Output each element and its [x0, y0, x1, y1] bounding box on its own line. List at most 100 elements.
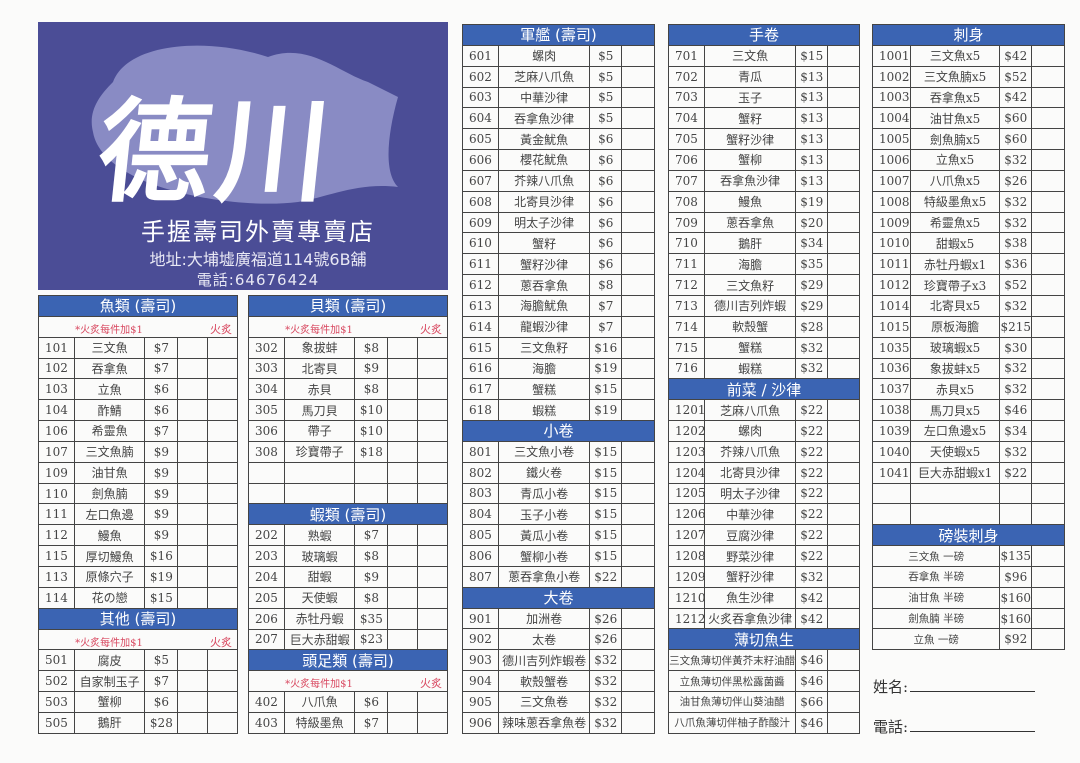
quantity-box[interactable]: [418, 692, 448, 713]
quantity-box[interactable]: [828, 337, 860, 359]
quantity-box[interactable]: [1032, 483, 1065, 505]
quantity-box[interactable]: [1032, 379, 1065, 401]
quantity-box[interactable]: [1032, 546, 1065, 567]
quantity-box[interactable]: [388, 441, 419, 463]
quantity-box[interactable]: [828, 212, 860, 234]
quantity-box[interactable]: [622, 671, 655, 692]
quantity-box[interactable]: [828, 421, 860, 442]
quantity-box[interactable]: [1032, 566, 1065, 588]
quantity-box[interactable]: [622, 692, 655, 713]
quantity-box[interactable]: [622, 483, 655, 505]
quantity-box[interactable]: [1032, 295, 1065, 317]
quantity-box[interactable]: [418, 483, 448, 505]
quantity-box[interactable]: [178, 650, 209, 672]
quantity-box[interactable]: [388, 421, 419, 442]
quantity-box[interactable]: [622, 504, 655, 526]
quantity-box[interactable]: [622, 337, 655, 359]
quantity-box[interactable]: [622, 295, 655, 317]
quantity-box[interactable]: [178, 525, 209, 547]
quantity-box[interactable]: [622, 275, 655, 296]
quantity-box[interactable]: [828, 45, 860, 67]
quantity-box[interactable]: [828, 254, 860, 276]
quantity-box[interactable]: [1032, 87, 1065, 109]
quantity-box[interactable]: [178, 587, 209, 609]
quantity-box[interactable]: [828, 129, 860, 151]
quantity-box[interactable]: [622, 108, 655, 130]
quantity-box[interactable]: [828, 275, 860, 296]
quantity-box[interactable]: [1032, 462, 1065, 484]
quantity-box[interactable]: [178, 421, 209, 442]
quantity-box[interactable]: [828, 233, 860, 255]
quantity-box[interactable]: [622, 316, 655, 338]
quantity-box[interactable]: [622, 233, 655, 255]
quantity-box[interactable]: [178, 566, 209, 588]
quantity-box[interactable]: [178, 462, 209, 484]
quantity-box[interactable]: [622, 629, 655, 651]
customer-name-field[interactable]: 姓名:: [873, 676, 1036, 697]
quantity-box[interactable]: [1032, 129, 1065, 151]
quantity-box[interactable]: [208, 421, 238, 442]
quantity-box[interactable]: [622, 525, 655, 547]
quantity-box[interactable]: [418, 629, 448, 651]
quantity-box[interactable]: [622, 45, 655, 67]
quantity-box[interactable]: [208, 504, 238, 526]
quantity-box[interactable]: [828, 525, 860, 547]
quantity-box[interactable]: [178, 692, 209, 713]
quantity-box[interactable]: [828, 483, 860, 505]
quantity-box[interactable]: [828, 462, 860, 484]
quantity-box[interactable]: [418, 712, 448, 734]
quantity-box[interactable]: [418, 525, 448, 547]
quantity-box[interactable]: [418, 379, 448, 401]
name-blank-line[interactable]: [910, 691, 1036, 692]
quantity-box[interactable]: [1032, 337, 1065, 359]
quantity-box[interactable]: [1032, 66, 1065, 88]
quantity-box[interactable]: [828, 712, 861, 734]
quantity-box[interactable]: [208, 358, 238, 380]
quantity-box[interactable]: [622, 129, 655, 151]
quantity-box[interactable]: [622, 712, 655, 734]
quantity-box[interactable]: [388, 692, 419, 713]
quantity-box[interactable]: [208, 400, 238, 422]
quantity-box[interactable]: [388, 546, 419, 567]
phone-blank-line[interactable]: [910, 731, 1036, 732]
quantity-box[interactable]: [178, 712, 209, 734]
quantity-box[interactable]: [828, 671, 861, 692]
quantity-box[interactable]: [1032, 587, 1065, 609]
quantity-box[interactable]: [1032, 212, 1065, 234]
quantity-box[interactable]: [178, 483, 209, 505]
quantity-box[interactable]: [388, 566, 419, 588]
quantity-box[interactable]: [828, 546, 860, 567]
quantity-box[interactable]: [418, 421, 448, 442]
quantity-box[interactable]: [828, 108, 860, 130]
quantity-box[interactable]: [178, 504, 209, 526]
quantity-box[interactable]: [828, 692, 861, 713]
quantity-box[interactable]: [388, 379, 419, 401]
quantity-box[interactable]: [828, 608, 860, 630]
quantity-box[interactable]: [828, 358, 860, 380]
quantity-box[interactable]: [1032, 254, 1065, 276]
quantity-box[interactable]: [1032, 316, 1065, 338]
quantity-box[interactable]: [178, 441, 209, 463]
quantity-box[interactable]: [178, 379, 209, 401]
quantity-box[interactable]: [622, 608, 655, 630]
quantity-box[interactable]: [622, 66, 655, 88]
quantity-box[interactable]: [418, 400, 448, 422]
quantity-box[interactable]: [622, 87, 655, 109]
quantity-box[interactable]: [388, 483, 419, 505]
quantity-box[interactable]: [1032, 629, 1065, 651]
quantity-box[interactable]: [1032, 275, 1065, 296]
quantity-box[interactable]: [208, 483, 238, 505]
quantity-box[interactable]: [1032, 608, 1065, 630]
quantity-box[interactable]: [388, 358, 419, 380]
quantity-box[interactable]: [178, 400, 209, 422]
quantity-box[interactable]: [208, 692, 238, 713]
quantity-box[interactable]: [828, 150, 860, 171]
quantity-box[interactable]: [622, 441, 655, 463]
quantity-box[interactable]: [388, 608, 419, 630]
quantity-box[interactable]: [622, 650, 655, 672]
quantity-box[interactable]: [208, 462, 238, 484]
quantity-box[interactable]: [208, 337, 238, 359]
quantity-box[interactable]: [622, 150, 655, 171]
quantity-box[interactable]: [418, 462, 448, 484]
quantity-box[interactable]: [622, 254, 655, 276]
